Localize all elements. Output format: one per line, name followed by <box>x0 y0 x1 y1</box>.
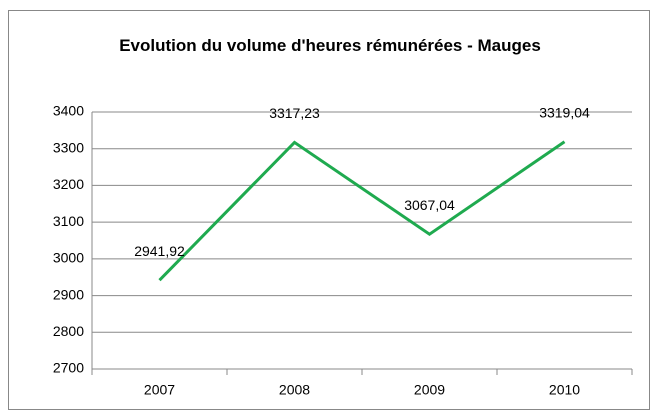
y-tick-label: 3200 <box>53 176 84 192</box>
chart-title: Evolution du volume d'heures rémunérées … <box>119 36 541 55</box>
data-line <box>158 140 566 282</box>
chart-frame <box>8 10 650 410</box>
data-label: 2941,92 <box>134 243 185 259</box>
y-tick-label: 2700 <box>53 360 84 376</box>
x-tick-label: 2010 <box>549 382 580 398</box>
data-label: 3319,04 <box>539 104 590 120</box>
x-tick-label: 2007 <box>144 382 175 398</box>
y-tick-label: 3400 <box>53 103 84 119</box>
x-tick-label: 2009 <box>414 382 445 398</box>
y-tick-label: 2900 <box>53 286 84 302</box>
y-tick-label: 3000 <box>53 250 84 266</box>
y-tick-label: 3300 <box>53 139 84 155</box>
y-tick-label: 2800 <box>53 323 84 339</box>
y-tick-label: 3100 <box>53 213 84 229</box>
data-label: 3317,23 <box>269 105 320 121</box>
x-tick-label: 2008 <box>279 382 310 398</box>
data-label: 3067,04 <box>404 197 455 213</box>
